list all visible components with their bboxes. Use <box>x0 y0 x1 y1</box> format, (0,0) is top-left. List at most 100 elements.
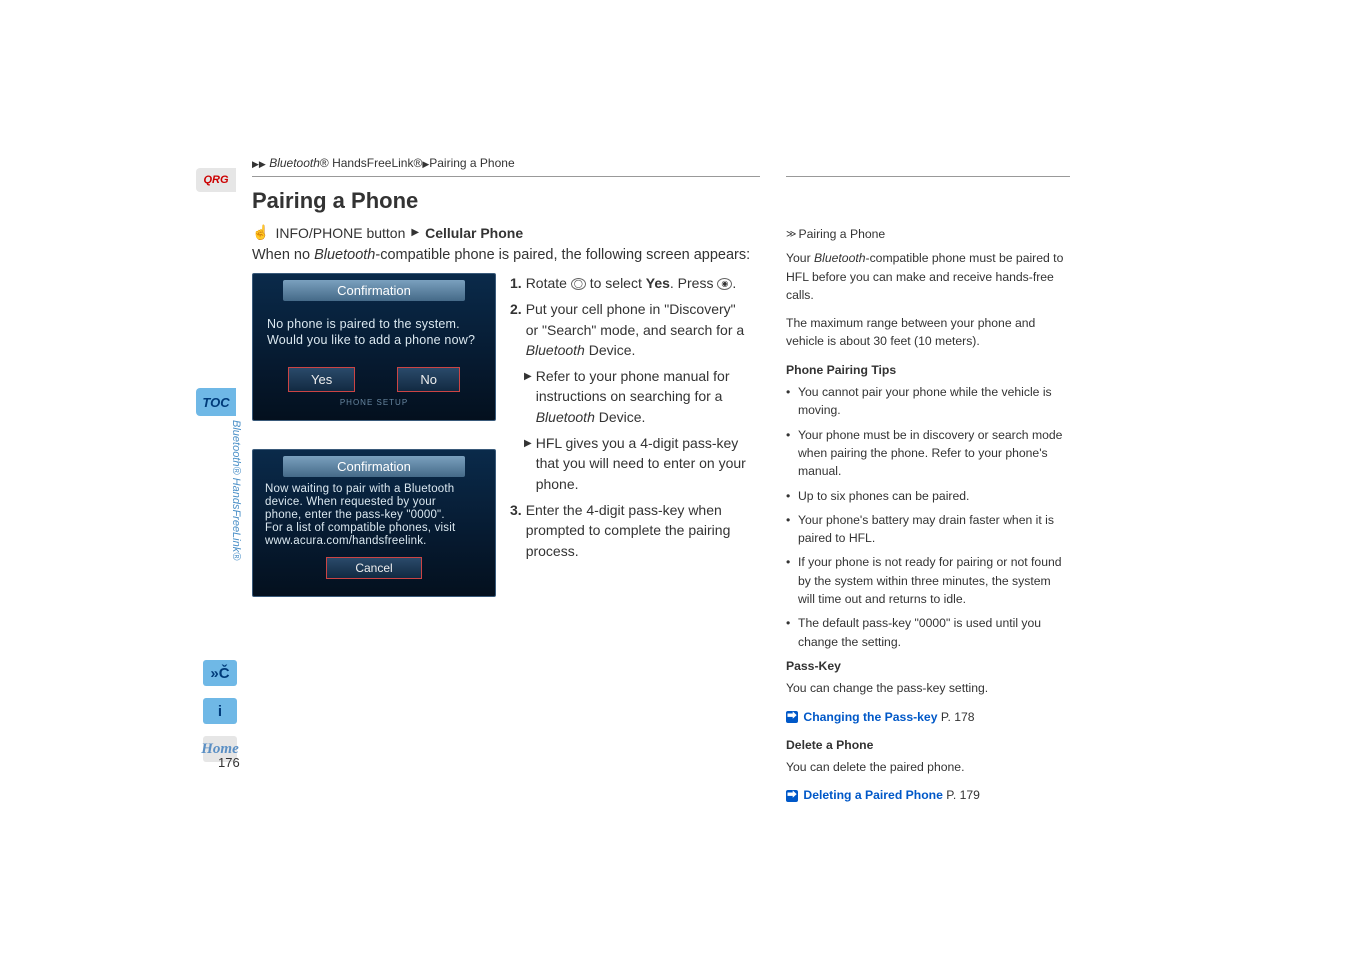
side-note-panel: ≫ Pairing a Phone Your Bluetooth-compati… <box>786 225 1070 815</box>
no-button: No <box>397 367 460 392</box>
link-deleting-phone[interactable]: Deleting a Paired Phone <box>803 788 943 802</box>
chevron-icon: ≫ <box>786 227 794 242</box>
intro-post: -compatible phone is paired, the followi… <box>375 247 750 263</box>
nav-button-label: INFO/PHONE button <box>275 225 405 241</box>
dialog-footer: PHONE SETUP <box>257 398 491 407</box>
dialog-title: Confirmation <box>283 280 465 301</box>
tips-list: You cannot pair your phone while the veh… <box>786 383 1070 651</box>
divider <box>252 176 760 177</box>
rail-icon-stack: »Č i Home <box>200 660 240 762</box>
rotate-dial-icon: ◯ <box>571 278 586 290</box>
step-fragment: Device. <box>585 342 636 358</box>
step-em: Bluetooth <box>526 342 585 358</box>
side-paragraph: You can delete the paired phone. <box>786 758 1070 776</box>
dialog-text: www.acura.com/handsfreelink. <box>265 535 483 547</box>
list-item: Up to six phones can be paired. <box>786 487 1070 505</box>
step-text: Put your cell phone in "Discovery" or "S… <box>526 299 746 360</box>
side-subheading: Pass-Key <box>786 657 1070 675</box>
steps-column: 1. Rotate ◯ to select Yes. Press ◉. 2. P… <box>510 273 746 597</box>
cancel-button: Cancel <box>326 557 422 579</box>
hand-icon: ☝ <box>252 224 269 241</box>
side-paragraph: Your Bluetooth-compatible phone must be … <box>786 249 1070 304</box>
step-fragment: Device. <box>595 409 646 425</box>
substep-text: Refer to your phone manual for instructi… <box>536 366 746 427</box>
intro-pre: When no <box>252 247 314 263</box>
side-subheading: Delete a Phone <box>786 736 1070 754</box>
triangle-icon: ▶ <box>259 159 266 169</box>
step-3: 3. Enter the 4-digit pass-key when promp… <box>510 500 746 561</box>
list-item: Your phone's battery may drain faster wh… <box>786 511 1070 548</box>
dialog-buttons: Yes No <box>257 367 491 392</box>
step-number: 3. <box>510 500 522 561</box>
link-icon: ⮕ <box>786 790 798 802</box>
page-ref: P. 179 <box>943 788 980 802</box>
press-button-icon: ◉ <box>717 278 732 290</box>
triangle-icon: ▶ <box>524 370 532 427</box>
page-title: Pairing a Phone <box>252 188 760 214</box>
list-item: You cannot pair your phone while the veh… <box>786 383 1070 420</box>
step-fragment: Rotate <box>526 275 571 291</box>
dialog-text: phone, enter the pass-key "0000". <box>265 509 483 521</box>
divider <box>786 176 1070 177</box>
screenshot-confirmation-pair: Confirmation Now waiting to pair with a … <box>252 449 496 597</box>
sidebar-section-label: Bluetooth® HandsFreeLink® <box>228 420 248 600</box>
cross-ref: ⮕ Deleting a Paired Phone P. 179 <box>786 786 1070 804</box>
dialog-text: Now waiting to pair with a Bluetooth <box>265 483 483 495</box>
side-heading-text: Pairing a Phone <box>798 225 885 243</box>
voice-icon[interactable]: »Č <box>203 660 237 686</box>
dialog-title: Confirmation <box>283 456 465 477</box>
step-1: 1. Rotate ◯ to select Yes. Press ◉. <box>510 273 746 293</box>
intro-text: When no Bluetooth-compatible phone is pa… <box>252 247 760 263</box>
dialog-text: For a list of compatible phones, visit <box>265 522 483 534</box>
nav-instruction: ☝ INFO/PHONE button ▶ Cellular Phone <box>252 224 760 241</box>
screenshot-column: Confirmation No phone is paired to the s… <box>252 273 496 597</box>
list-item: If your phone is not ready for pairing o… <box>786 553 1070 608</box>
substep: ▶ HFL gives you a 4-digit pass-key that … <box>524 433 746 494</box>
triangle-icon: ▶ <box>524 437 532 494</box>
tab-toc[interactable]: TOC <box>196 388 236 416</box>
side-em: Bluetooth <box>814 251 866 265</box>
step-fragment: Put your cell phone in "Discovery" or "S… <box>526 301 745 337</box>
step-fragment: Refer to your phone manual for instructi… <box>536 368 730 404</box>
triangle-icon: ▶ <box>411 227 419 238</box>
step-em: Bluetooth <box>536 409 595 425</box>
page-ref: P. 178 <box>938 710 975 724</box>
step-fragment: to select <box>586 275 646 291</box>
step-bold: Yes <box>646 275 670 291</box>
breadcrumb-seg1-suffix: ® HandsFreeLink® <box>320 156 422 170</box>
side-fragment: Your <box>786 251 814 265</box>
screenshot-confirmation-add: Confirmation No phone is paired to the s… <box>252 273 496 421</box>
triangle-icon: ▶ <box>252 159 259 169</box>
side-heading: ≫ Pairing a Phone <box>786 225 1070 243</box>
step-number: 1. <box>510 273 522 293</box>
main-content: Pairing a Phone ☝ INFO/PHONE button ▶ Ce… <box>252 188 760 597</box>
side-subheading: Phone Pairing Tips <box>786 361 1070 379</box>
link-changing-passkey[interactable]: Changing the Pass-key <box>803 710 937 724</box>
step-text: Rotate ◯ to select Yes. Press ◉. <box>526 273 737 293</box>
yes-button: Yes <box>288 367 355 392</box>
step-number: 2. <box>510 299 522 360</box>
cross-ref: ⮕ Changing the Pass-key P. 178 <box>786 708 1070 726</box>
page-number: 176 <box>218 755 240 770</box>
nav-target: Cellular Phone <box>425 225 523 241</box>
side-paragraph: The maximum range between your phone and… <box>786 314 1070 351</box>
breadcrumb-seg2: Pairing a Phone <box>429 156 514 170</box>
substep: ▶ Refer to your phone manual for instruc… <box>524 366 746 427</box>
step-text: Enter the 4-digit pass-key when prompted… <box>526 500 746 561</box>
step-2: 2. Put your cell phone in "Discovery" or… <box>510 299 746 360</box>
link-icon: ⮕ <box>786 711 798 723</box>
substep-text: HFL gives you a 4-digit pass-key that yo… <box>536 433 746 494</box>
sidebar-section-text: Bluetooth® HandsFreeLink® <box>230 420 242 560</box>
dialog-text: device. When requested by your <box>265 496 483 508</box>
dialog-text: No phone is paired to the system. <box>267 317 481 331</box>
breadcrumb-seg1-em: Bluetooth <box>269 156 320 170</box>
intro-em: Bluetooth <box>314 247 375 263</box>
two-column-layout: Confirmation No phone is paired to the s… <box>252 273 760 597</box>
breadcrumb: ▶▶ Bluetooth® HandsFreeLink®▶Pairing a P… <box>252 156 515 170</box>
dialog-text: Would you like to add a phone now? <box>267 333 481 347</box>
step-fragment: . <box>732 275 736 291</box>
side-paragraph: You can change the pass-key setting. <box>786 679 1070 697</box>
info-icon[interactable]: i <box>203 698 237 724</box>
step-fragment: . Press <box>670 275 717 291</box>
tab-qrg[interactable]: QRG <box>196 168 236 192</box>
